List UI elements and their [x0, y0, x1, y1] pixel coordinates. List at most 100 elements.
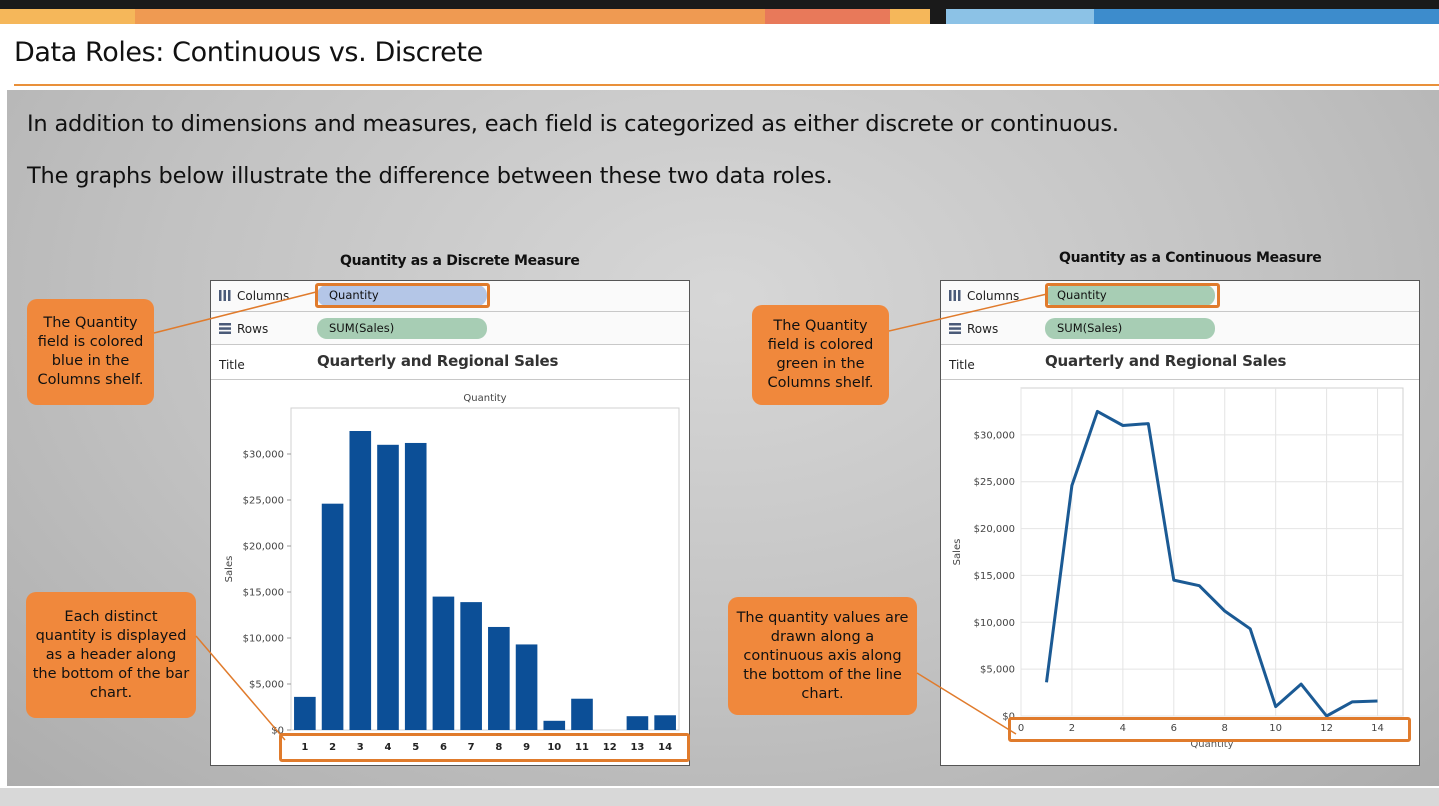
y-tick-label: $30,000 [974, 430, 1015, 441]
y-tick-label: $10,000 [243, 634, 284, 645]
callout-discrete-headers: Each distinct quantity is displayed as a… [26, 592, 196, 718]
connector-line [916, 672, 1017, 735]
callout-continuous-color: The Quantity field is colored green in t… [752, 305, 889, 405]
y-tick-label: $15,000 [243, 588, 284, 599]
title-shelf: Title Quarterly and Regional Sales [941, 345, 1419, 380]
continuous-panel-heading: Quantity as a Continuous Measure [1059, 250, 1322, 266]
x-header-label: 13 [630, 742, 644, 753]
x-header-label: 12 [603, 742, 617, 753]
y-axis-label: Sales [952, 539, 963, 566]
y-tick-label: $25,000 [243, 496, 284, 507]
bar [294, 696, 316, 730]
x-header-label: 11 [575, 742, 589, 753]
continuous-line-chart: $0$5,000$10,000$15,000$20,000$25,000$30,… [952, 387, 1404, 750]
rows-icon [949, 323, 961, 334]
y-tick-label: $25,000 [974, 477, 1015, 488]
x-header-label: 9 [523, 742, 530, 753]
color-segment [890, 9, 930, 24]
columns-icon [949, 290, 961, 301]
quantity-pill-discrete[interactable]: Quantity [317, 285, 487, 306]
rows-icon [219, 323, 231, 334]
bar [432, 596, 455, 730]
bar [349, 431, 372, 730]
x-header-label: 6 [440, 742, 447, 753]
x-header-label: 1 [301, 742, 308, 753]
title-shelf: Title Quarterly and Regional Sales [211, 345, 689, 380]
intro-line-1: In addition to dimensions and measures, … [27, 111, 1119, 137]
rows-label: Rows [967, 322, 999, 336]
x-header-label: 3 [357, 742, 364, 753]
callout-discrete-color: The Quantity field is colored blue in th… [27, 299, 154, 405]
connector-line [153, 291, 317, 334]
worksheet-title: Quarterly and Regional Sales [1045, 352, 1287, 370]
discrete-panel-heading: Quantity as a Discrete Measure [340, 253, 580, 269]
x-tick-label: 14 [1371, 723, 1384, 734]
x-tick-label: 4 [1120, 723, 1126, 734]
x-header-label: 8 [495, 742, 502, 753]
quantity-pill-continuous[interactable]: Quantity [1045, 285, 1215, 306]
discrete-bar-chart: QuantitySales$0$5,000$10,000$15,000$20,0… [224, 393, 680, 753]
x-tick-label: 2 [1069, 723, 1075, 734]
x-tick-label: 12 [1320, 723, 1333, 734]
connector-line [195, 635, 286, 741]
column-header-label: Quantity [463, 393, 506, 404]
bar [654, 715, 676, 730]
x-header-label: 10 [547, 742, 561, 753]
color-segment [135, 9, 765, 24]
callout-continuous-axis: The quantity values are drawn along a co… [728, 597, 917, 715]
x-header-label: 4 [385, 742, 392, 753]
columns-highlight-box [315, 283, 490, 308]
y-tick-label: $5,000 [980, 665, 1015, 676]
bar [515, 644, 538, 730]
rows-label: Rows [237, 322, 269, 336]
plot-area [1020, 387, 1404, 717]
header-highlight-box [279, 733, 690, 762]
connector-line [888, 293, 1048, 332]
top-color-bar [0, 0, 1439, 24]
title-area: Data Roles: Continuous vs. Discrete [0, 24, 1439, 86]
columns-icon [219, 290, 231, 301]
y-tick-label: $20,000 [974, 524, 1015, 535]
y-tick-label: $20,000 [243, 542, 284, 553]
y-tick-label: $5,000 [249, 680, 284, 691]
x-header-label: 2 [329, 742, 336, 753]
color-segment [0, 9, 135, 24]
columns-label: Columns [967, 289, 1020, 303]
bar [571, 698, 593, 730]
bar [626, 716, 649, 730]
sales-line [1045, 409, 1378, 718]
intro-line-2: The graphs below illustrate the differen… [27, 163, 833, 189]
bar [321, 503, 344, 730]
bar [404, 442, 427, 730]
sales-pill[interactable]: SUM(Sales) [317, 318, 487, 339]
x-header-label: 7 [468, 742, 475, 753]
bar [460, 602, 482, 730]
color-segment [946, 9, 1094, 24]
x-header-label: 14 [658, 742, 672, 753]
x-header-label: 5 [412, 742, 419, 753]
y-tick-label: $10,000 [974, 618, 1015, 629]
color-segment [1094, 9, 1439, 24]
page-title: Data Roles: Continuous vs. Discrete [14, 37, 483, 68]
color-segment [765, 9, 890, 24]
title-label: Title [949, 358, 975, 372]
bar [488, 626, 510, 730]
title-label: Title [219, 358, 245, 372]
x-tick-label: 0 [1018, 723, 1024, 734]
x-tick-label: 8 [1222, 723, 1228, 734]
bar [377, 444, 399, 730]
worksheet-title: Quarterly and Regional Sales [317, 352, 559, 370]
x-tick-label: 6 [1171, 723, 1177, 734]
sales-pill[interactable]: SUM(Sales) [1045, 318, 1215, 339]
title-underline [14, 84, 1439, 86]
x-axis-label: Quantity [1190, 739, 1233, 750]
columns-label: Columns [237, 289, 290, 303]
columns-highlight-box [1045, 283, 1220, 308]
x-tick-label: 10 [1269, 723, 1282, 734]
bar [543, 720, 566, 730]
y-axis-label: Sales [224, 556, 235, 583]
y-tick-label: $30,000 [243, 450, 284, 461]
y-tick-label: $15,000 [974, 571, 1015, 582]
bottom-strip [0, 788, 1439, 806]
